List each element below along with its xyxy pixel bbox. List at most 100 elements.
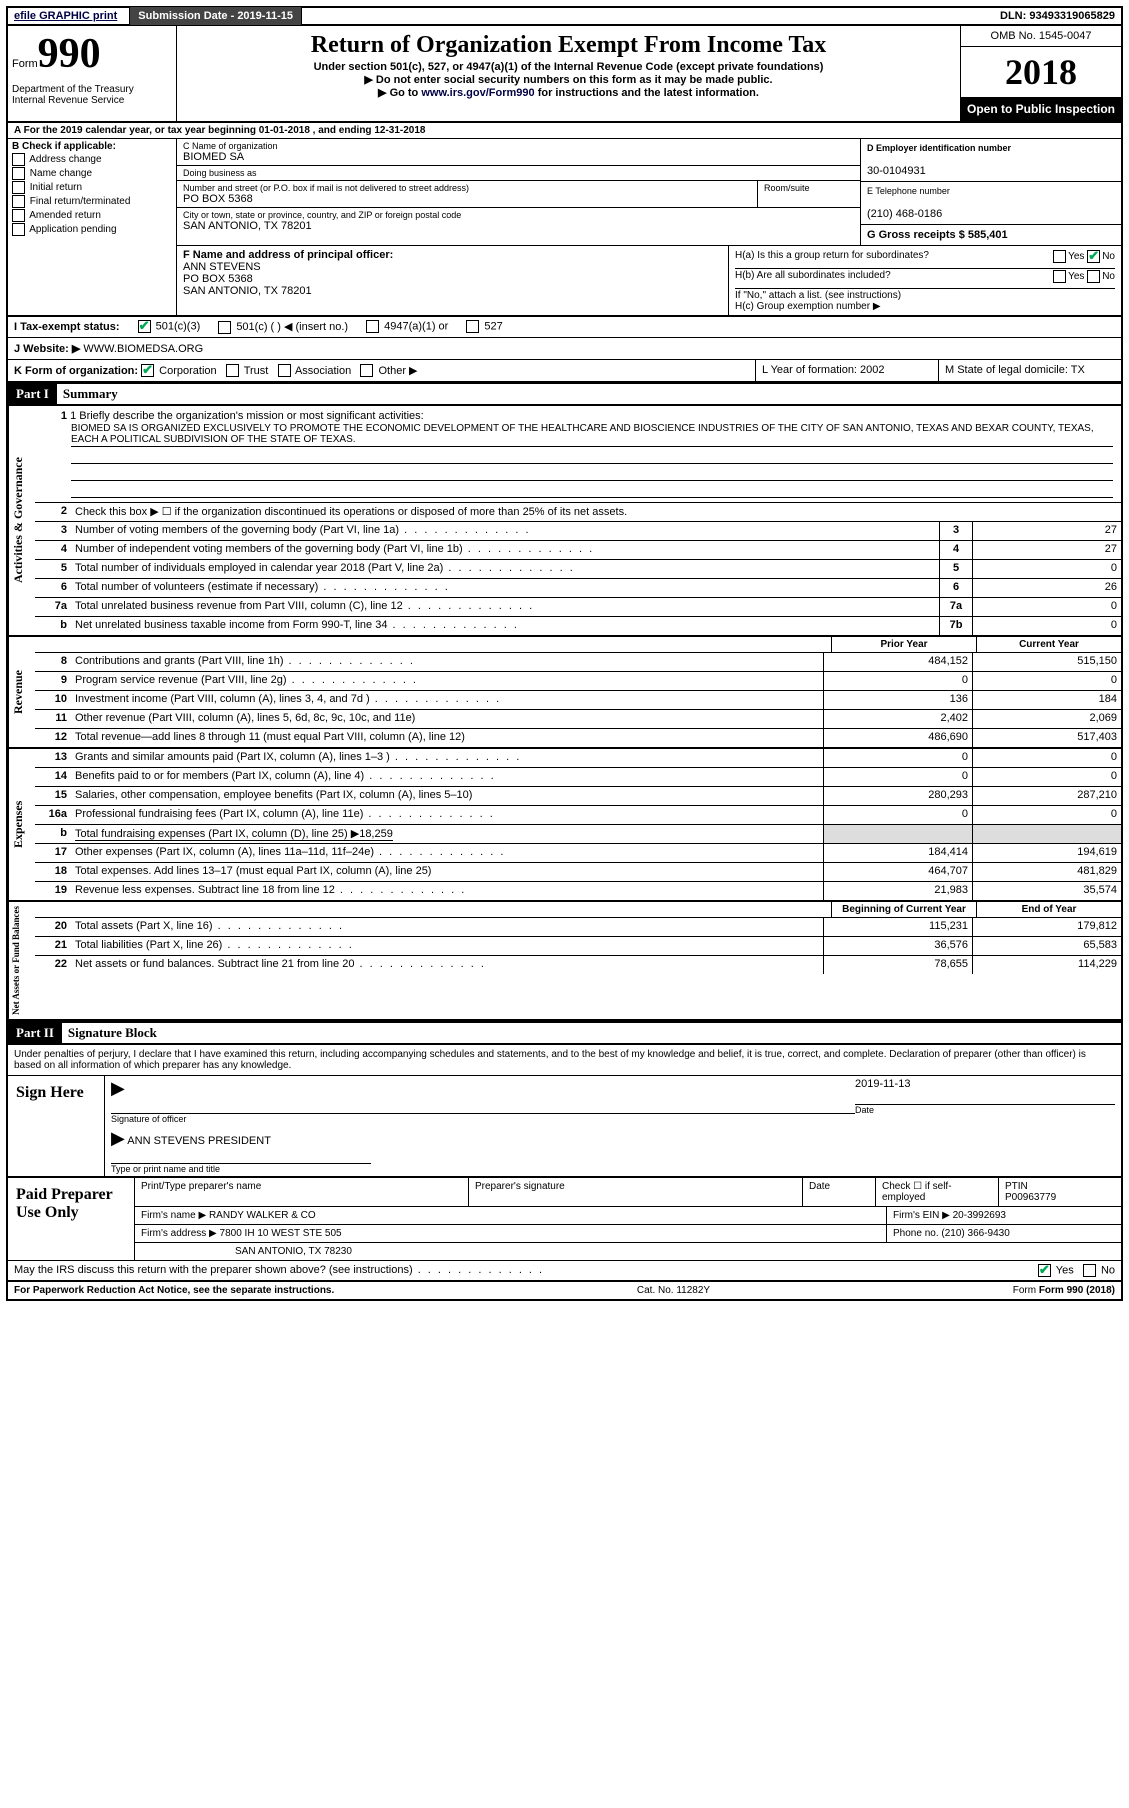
firm-name: RANDY WALKER & CO (209, 1210, 316, 1221)
cb-app-pending[interactable]: Application pending (12, 223, 172, 236)
phone-block: E Telephone number (210) 468-0186 (861, 182, 1121, 225)
efile-link[interactable]: efile GRAPHIC print (14, 10, 117, 22)
line-19: Revenue less expenses. Subtract line 18 … (71, 882, 823, 900)
discuss-question: May the IRS discuss this return with the… (14, 1264, 1038, 1277)
preparer-name-header: Print/Type preparer's name (135, 1178, 469, 1206)
gross-receipts: G Gross receipts $ 585,401 (861, 225, 1121, 245)
preparer-sig-header: Preparer's signature (469, 1178, 803, 1206)
cb-amended[interactable]: Amended return (12, 209, 172, 222)
firm-address: 7800 IH 10 WEST STE 505 (220, 1228, 342, 1239)
line-9: Program service revenue (Part VIII, line… (71, 672, 823, 690)
address-block: Number and street (or P.O. box if mail i… (177, 181, 758, 207)
phone: (210) 468-0186 (867, 208, 942, 220)
part-2-header: Part IISignature Block (8, 1021, 1121, 1045)
line-6: Total number of volunteers (estimate if … (71, 579, 939, 597)
officer-name: ANN STEVENS (183, 261, 261, 273)
side-expenses: Expenses (8, 749, 35, 900)
cb-final-return[interactable]: Final return/terminated (12, 195, 172, 208)
top-bar: efile GRAPHIC print Submission Date - 20… (8, 8, 1121, 26)
form-subtitle: Under section 501(c), 527, or 4947(a)(1)… (181, 61, 956, 73)
row-a-tax-year: A For the 2019 calendar year, or tax yea… (8, 123, 1121, 139)
paid-preparer-label: Paid Preparer Use Only (8, 1178, 135, 1260)
line-10: Investment income (Part VIII, column (A)… (71, 691, 823, 709)
officer-block: F Name and address of principal officer:… (177, 246, 729, 315)
sig-date: 2019-11-13 (855, 1078, 1115, 1090)
footer: For Paperwork Reduction Act Notice, see … (8, 1282, 1121, 1299)
open-public: Open to Public Inspection (961, 98, 1121, 121)
cb-other[interactable] (360, 364, 373, 377)
officer-name-title: ANN STEVENS PRESIDENT (127, 1135, 271, 1147)
instr-ssn: ▶ Do not enter social security numbers o… (181, 73, 956, 86)
cb-4947[interactable] (366, 320, 379, 333)
city-block: City or town, state or province, country… (177, 208, 860, 234)
line-8: Contributions and grants (Part VIII, lin… (71, 653, 823, 671)
sign-here-label: Sign Here (8, 1076, 105, 1176)
discuss-yes[interactable] (1038, 1264, 1051, 1277)
street-address: PO BOX 5368 (183, 193, 253, 205)
self-employed-check[interactable]: Check ☐ if self-employed (876, 1178, 999, 1206)
hb-no[interactable] (1087, 270, 1100, 283)
cb-501c[interactable] (218, 321, 231, 334)
submission-date: Submission Date - 2019-11-15 (129, 6, 302, 26)
ein-block: D Employer identification number 30-0104… (861, 139, 1121, 182)
line-4: Number of independent voting members of … (71, 541, 939, 559)
cb-address-change[interactable]: Address change (12, 153, 172, 166)
website-row: J Website: ▶ WWW.BIOMEDSA.ORG (8, 338, 1121, 359)
line-21: Total liabilities (Part X, line 26) (71, 937, 823, 955)
cb-527[interactable] (466, 320, 479, 333)
line-17: Other expenses (Part IX, column (A), lin… (71, 844, 823, 862)
hb-yes[interactable] (1053, 270, 1066, 283)
line-18: Total expenses. Add lines 13–17 (must eq… (71, 863, 823, 881)
current-year-header: Current Year (976, 637, 1121, 652)
ha-no[interactable] (1087, 250, 1100, 263)
mission-block: 1 1 Briefly describe the organization's … (35, 406, 1121, 503)
form-number: 990 (38, 31, 101, 77)
tax-year: 2018 (961, 47, 1121, 98)
cb-501c3[interactable] (138, 320, 151, 333)
cb-initial-return[interactable]: Initial return (12, 181, 172, 194)
mission-text: BIOMED SA IS ORGANIZED EXCLUSIVELY TO PR… (71, 422, 1113, 447)
ptin: P00963779 (1005, 1192, 1056, 1203)
beg-year-header: Beginning of Current Year (831, 902, 976, 917)
part-1-header: Part ISummary (8, 382, 1121, 406)
firm-city: SAN ANTONIO, TX 78230 (135, 1243, 1121, 1260)
section-b: B Check if applicable: Address change Na… (8, 139, 177, 315)
line-7a: Total unrelated business revenue from Pa… (71, 598, 939, 616)
city-state-zip: SAN ANTONIO, TX 78201 (183, 220, 312, 232)
year-formation: L Year of formation: 2002 (755, 360, 938, 382)
cb-name-change[interactable]: Name change (12, 167, 172, 180)
line-14: Benefits paid to or for members (Part IX… (71, 768, 823, 786)
dln: DLN: 93493319065829 (994, 8, 1121, 24)
form-header: Form990 Department of the Treasury Inter… (8, 26, 1121, 123)
irs-link[interactable]: www.irs.gov/Form990 (421, 87, 534, 99)
group-return: H(a) Is this a group return for subordin… (729, 246, 1121, 315)
line-2: Check this box ▶ ☐ if the organization d… (71, 503, 1121, 521)
ha-yes[interactable] (1053, 250, 1066, 263)
line-11: Other revenue (Part VIII, column (A), li… (71, 710, 823, 728)
state-domicile: M State of legal domicile: TX (938, 360, 1121, 382)
org-name: BIOMED SA (183, 151, 244, 163)
form-title: Return of Organization Exempt From Incom… (181, 32, 956, 59)
department: Department of the Treasury Internal Reve… (12, 84, 172, 106)
website: WWW.BIOMEDSA.ORG (83, 343, 203, 355)
line-7b: Net unrelated business taxable income fr… (71, 617, 939, 635)
side-net-assets: Net Assets or Fund Balances (8, 902, 35, 1019)
dba-block: Doing business as (177, 166, 860, 181)
form-of-org: K Form of organization: Corporation Trus… (8, 360, 755, 382)
cb-association[interactable] (278, 364, 291, 377)
omb-number: OMB No. 1545-0047 (961, 26, 1121, 47)
line-20: Total assets (Part X, line 16) (71, 918, 823, 936)
line-3: Number of voting members of the governin… (71, 522, 939, 540)
firm-phone: (210) 366-9430 (941, 1228, 1009, 1239)
room-suite: Room/suite (758, 181, 860, 207)
line-22: Net assets or fund balances. Subtract li… (71, 956, 823, 974)
cb-corporation[interactable] (141, 364, 154, 377)
declaration: Under penalties of perjury, I declare th… (8, 1045, 1121, 1075)
side-governance: Activities & Governance (8, 406, 35, 635)
line-16b: Total fundraising expenses (Part IX, col… (71, 825, 823, 843)
line-13: Grants and similar amounts paid (Part IX… (71, 749, 823, 767)
discuss-no[interactable] (1083, 1264, 1096, 1277)
firm-ein: 20-3992693 (953, 1210, 1006, 1221)
cb-trust[interactable] (226, 364, 239, 377)
line-12: Total revenue—add lines 8 through 11 (mu… (71, 729, 823, 747)
